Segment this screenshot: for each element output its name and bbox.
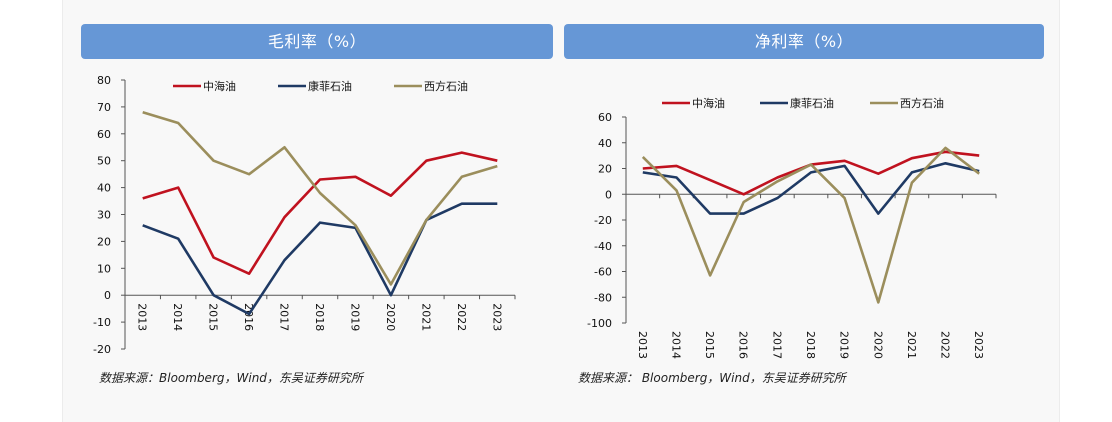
legend-label: 西方石油 [900,96,944,110]
x-category-label: 2013 [636,331,649,359]
x-category-label: 2020 [384,303,397,331]
series-line [142,151,498,275]
y-tick-label: 50 [97,155,111,168]
y-tick-label: 60 [598,111,612,124]
y-tick-label: 60 [97,128,111,141]
chart-title: 净利率（%） [564,24,1044,59]
y-tick-label: 20 [97,235,111,248]
x-category-label: 2014 [171,303,184,331]
x-category-label: 2021 [905,331,918,359]
y-tick-label: 40 [97,182,111,195]
y-tick-label: 80 [97,74,111,87]
x-category-label: 2019 [348,303,361,331]
y-tick-label: 40 [598,137,612,150]
x-category-label: 2014 [669,331,682,359]
legend-label: 西方石油 [424,79,468,93]
x-category-label: 2022 [939,331,952,359]
gross-margin-chart: 毛利率（%） 80 70 60 50 40 30 20 10 0 -10 -20 2013 2014 20… [81,24,553,394]
x-category-label: 2018 [804,331,817,359]
source-note: 数据来源： Bloomberg，Wind，东吴证券研究所 [578,371,846,385]
legend-label: 康菲石油 [790,96,834,110]
series-line [142,111,498,286]
x-category-label: 2015 [703,331,716,359]
net-margin-chart: 净利率（%） 60 40 20 0 -20 -40 -60 -80 -100 2013 2014 20… [564,24,1044,394]
x-category-label: 2018 [313,303,326,331]
series-line [142,202,498,316]
x-category-label: 2022 [455,303,468,331]
report-panel: 毛利率（%） 80 70 60 50 40 30 20 10 0 -10 -20 2013 2014 20… [62,0,1060,422]
legend-label: 中海油 [692,96,725,110]
y-tick-label: -80 [594,291,612,304]
series-line [642,162,980,215]
y-tick-label: 0 [605,188,612,201]
y-tick-label: -60 [594,266,612,279]
x-category-label: 2017 [278,303,291,331]
y-tick-label: -10 [93,316,111,329]
x-category-label: 2023 [490,303,503,331]
x-category-label: 2017 [770,331,783,359]
y-tick-label: 10 [97,262,111,275]
y-tick-label: 20 [598,163,612,176]
y-tick-label: -20 [594,214,612,227]
y-tick-label: -100 [587,317,612,330]
x-category-label: 2013 [136,303,149,331]
x-category-label: 2016 [737,331,750,359]
x-category-label: 2021 [419,303,432,331]
y-tick-label: 30 [97,209,111,222]
chart-title: 毛利率（%） [81,24,553,59]
y-tick-label: 0 [104,289,111,302]
legend-label: 中海油 [203,79,236,93]
y-tick-label: 70 [97,101,111,114]
x-category-label: 2023 [972,331,985,359]
y-tick-label: -40 [594,240,612,253]
x-category-label: 2015 [207,303,220,331]
legend-label: 康菲石油 [308,79,352,93]
source-note: 数据来源：Bloomberg，Wind，东吴证券研究所 [99,371,363,385]
series-line [641,146,980,304]
net-margin-plot: 60 40 20 0 -20 -40 -60 -80 -100 2013 2014 2015 2016 2… [587,96,997,359]
x-category-label: 2019 [838,331,851,359]
y-tick-label: -20 [93,343,111,356]
x-category-label: 2020 [871,331,884,359]
